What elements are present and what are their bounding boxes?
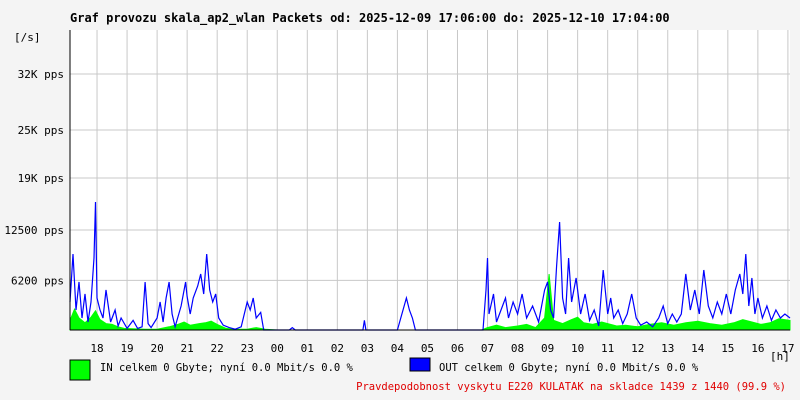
y-tick-labels: 6200 pps 12500 pps 19K pps 25K pps 32K pps [4,68,64,287]
x-tick-label: 09 [541,342,554,355]
x-tick-label: 01 [301,342,314,355]
x-tick-label: 00 [271,342,284,355]
x-tick-label: 14 [691,342,705,355]
legend-in-label: IN celkem 0 Gbyte; nyní 0.0 Mbit/s 0.0 % [100,362,354,374]
chart-title: Graf provozu skala_ap2_wlan Packets od: … [70,11,670,26]
grid-lines [70,30,790,330]
x-unit-label: [h] [770,350,790,363]
y-unit-label: [/s] [14,31,41,44]
x-tick-label: 07 [481,342,494,355]
x-tick-label: 12 [631,342,644,355]
x-tick-label: 20 [150,342,163,355]
axes [69,30,790,331]
x-tick-label: 21 [181,342,194,355]
x-tick-label: 22 [211,342,224,355]
y-tick-label: 12500 pps [4,224,64,237]
legend-out-label: OUT celkem 0 Gbyte; nyní 0.0 Mbit/s 0.0 … [439,362,699,374]
legend: IN celkem 0 Gbyte; nyní 0.0 Mbit/s 0.0 %… [69,357,699,381]
x-tick-label: 10 [571,342,584,355]
x-tick-label: 19 [120,342,133,355]
x-tick-label: 15 [721,342,734,355]
x-tick-label: 17 [781,342,794,355]
legend-in-swatch [69,359,91,381]
x-tick-label: 06 [451,342,464,355]
x-tick-label: 11 [601,342,614,355]
x-tick-label: 08 [511,342,524,355]
y-tick-label: 32K pps [18,68,64,81]
x-tick-label: 03 [361,342,374,355]
plot-area [70,30,790,330]
x-tick-label: 13 [661,342,674,355]
x-tick-label: 23 [241,342,254,355]
y-tick-label: 19K pps [18,172,64,185]
x-tick-label: 18 [90,342,103,355]
y-tick-label: 25K pps [18,124,64,137]
footer-note: Pravdepodobnost vyskytu E220 KULATAK na … [356,381,786,393]
x-tick-labels: 18 19 20 21 22 23 00 01 02 03 04 05 06 07 08 09 10 11 12 13… [90,342,794,355]
x-tick-label: 04 [391,342,405,355]
x-tick-label: 05 [421,342,434,355]
legend-out-swatch [409,357,431,372]
x-tick-label: 02 [331,342,344,355]
y-tick-label: 6200 pps [11,274,64,287]
x-tick-label: 16 [751,342,764,355]
